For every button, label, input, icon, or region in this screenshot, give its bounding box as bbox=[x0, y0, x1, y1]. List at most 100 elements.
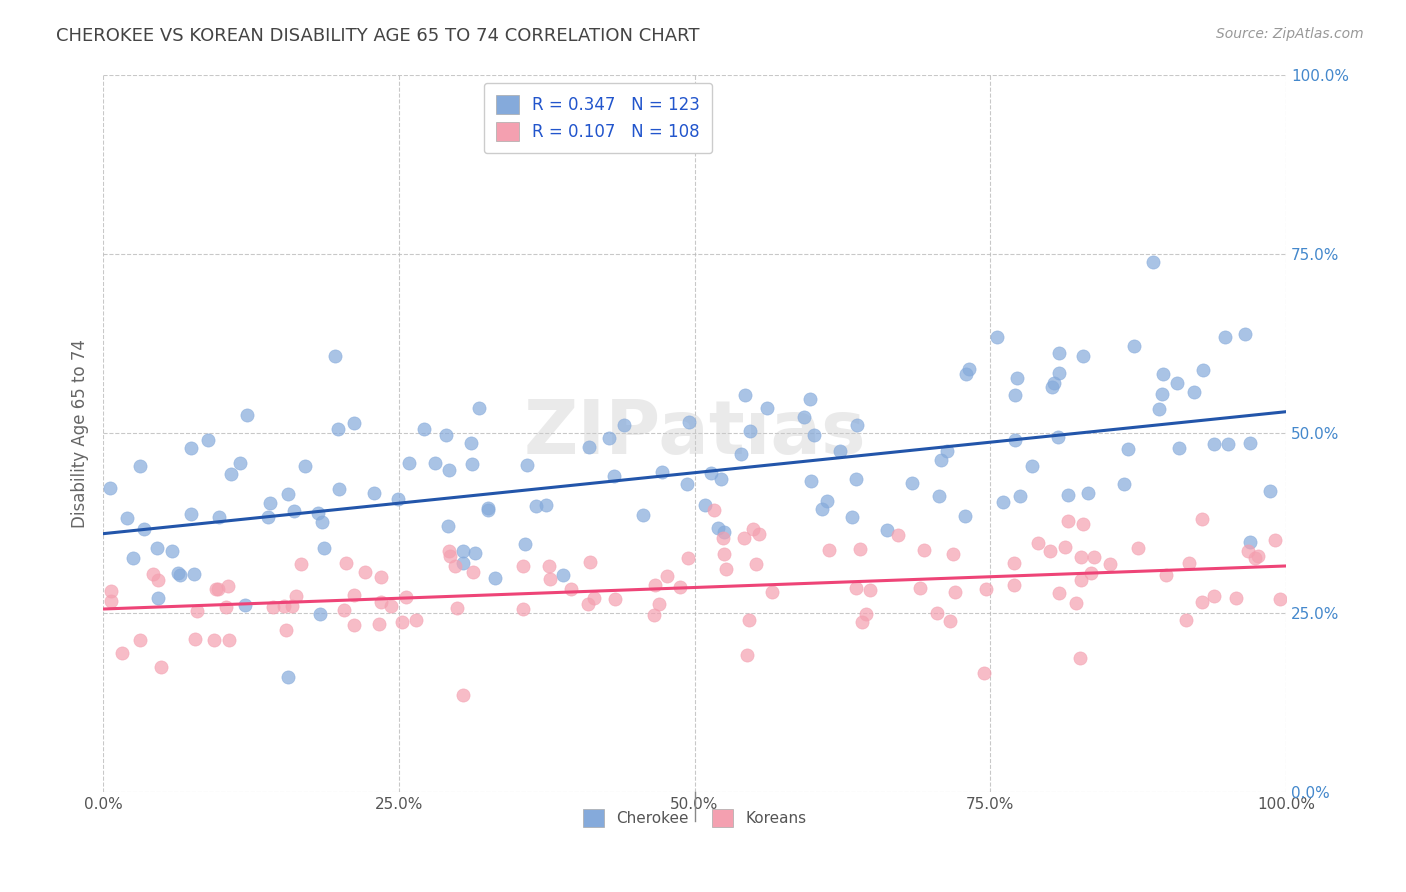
Point bbox=[363, 485, 385, 500]
Point bbox=[1026, 536, 1049, 550]
Point bbox=[986, 330, 1008, 344]
Point bbox=[901, 475, 924, 490]
Point bbox=[651, 465, 673, 479]
Point bbox=[538, 572, 561, 586]
Point bbox=[603, 469, 626, 483]
Point bbox=[710, 472, 733, 486]
Point bbox=[1002, 578, 1025, 592]
Point bbox=[912, 543, 935, 558]
Point bbox=[468, 401, 491, 416]
Point bbox=[1047, 366, 1070, 380]
Point bbox=[1002, 556, 1025, 570]
Point bbox=[380, 599, 402, 613]
Point bbox=[132, 522, 155, 536]
Point bbox=[1167, 442, 1189, 456]
Point bbox=[818, 542, 841, 557]
Point bbox=[281, 599, 304, 614]
Point bbox=[1047, 585, 1070, 599]
Point bbox=[928, 489, 950, 503]
Point bbox=[1069, 651, 1091, 665]
Point bbox=[263, 599, 285, 614]
Point bbox=[845, 472, 868, 486]
Point bbox=[943, 585, 966, 599]
Point bbox=[810, 502, 832, 516]
Point bbox=[274, 624, 297, 638]
Point bbox=[129, 632, 152, 647]
Point bbox=[551, 568, 574, 582]
Point bbox=[184, 632, 207, 646]
Point bbox=[935, 444, 957, 458]
Point bbox=[307, 506, 329, 520]
Point bbox=[534, 498, 557, 512]
Point bbox=[927, 607, 949, 621]
Point bbox=[1237, 543, 1260, 558]
Text: ZIPatıas: ZIPatıas bbox=[523, 397, 866, 470]
Point bbox=[793, 409, 815, 424]
Point bbox=[98, 481, 121, 495]
Point bbox=[100, 594, 122, 608]
Point bbox=[148, 573, 170, 587]
Point bbox=[218, 632, 240, 647]
Point bbox=[1122, 339, 1144, 353]
Point bbox=[1225, 591, 1247, 605]
Point bbox=[484, 571, 506, 585]
Point bbox=[370, 570, 392, 584]
Point bbox=[1260, 484, 1282, 499]
Point bbox=[285, 590, 308, 604]
Point bbox=[259, 496, 281, 510]
Point bbox=[855, 607, 877, 622]
Point bbox=[343, 588, 366, 602]
Point bbox=[204, 582, 226, 596]
Point bbox=[1073, 349, 1095, 363]
Point bbox=[939, 614, 962, 628]
Point bbox=[1116, 442, 1139, 456]
Point bbox=[122, 551, 145, 566]
Point bbox=[236, 408, 259, 422]
Point bbox=[1147, 402, 1170, 417]
Point bbox=[354, 566, 377, 580]
Point bbox=[942, 547, 965, 561]
Point bbox=[714, 562, 737, 576]
Point bbox=[512, 602, 534, 616]
Point bbox=[180, 507, 202, 521]
Point bbox=[1247, 549, 1270, 564]
Point bbox=[160, 544, 183, 558]
Point bbox=[1264, 533, 1286, 548]
Point bbox=[1004, 388, 1026, 402]
Point bbox=[477, 503, 499, 517]
Point bbox=[1166, 376, 1188, 390]
Point bbox=[738, 424, 761, 438]
Point bbox=[734, 388, 756, 402]
Point bbox=[1070, 550, 1092, 565]
Point bbox=[1021, 459, 1043, 474]
Point bbox=[799, 392, 821, 407]
Point bbox=[294, 459, 316, 474]
Point bbox=[738, 614, 761, 628]
Point bbox=[273, 599, 295, 613]
Point bbox=[219, 467, 242, 481]
Point bbox=[311, 515, 333, 529]
Point bbox=[800, 474, 823, 488]
Point bbox=[1005, 371, 1028, 385]
Point bbox=[333, 603, 356, 617]
Point bbox=[1270, 592, 1292, 607]
Point bbox=[1234, 326, 1257, 341]
Point bbox=[387, 491, 409, 506]
Point bbox=[146, 591, 169, 606]
Point bbox=[976, 582, 998, 596]
Point bbox=[578, 440, 600, 454]
Point bbox=[451, 689, 474, 703]
Point bbox=[1080, 566, 1102, 580]
Point bbox=[513, 537, 536, 551]
Point bbox=[693, 498, 716, 512]
Point bbox=[748, 526, 770, 541]
Point bbox=[745, 557, 768, 571]
Point bbox=[391, 615, 413, 629]
Point bbox=[516, 458, 538, 473]
Point bbox=[405, 613, 427, 627]
Point bbox=[700, 467, 723, 481]
Point bbox=[733, 531, 755, 545]
Point bbox=[145, 541, 167, 555]
Point bbox=[1244, 550, 1267, 565]
Point bbox=[1099, 557, 1122, 571]
